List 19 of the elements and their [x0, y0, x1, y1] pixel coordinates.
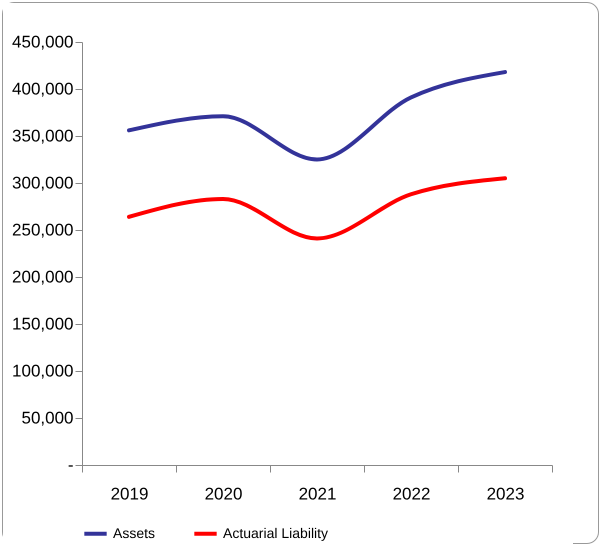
x-tick-label: 2021 — [298, 484, 336, 504]
line-series — [127, 176, 507, 240]
y-tick-label: - — [68, 456, 74, 474]
x-tick-label: 2022 — [392, 484, 430, 504]
x-tick-label: 2019 — [110, 484, 148, 504]
y-tick-label: 450,000 — [12, 32, 74, 52]
legend-label: Assets — [113, 524, 156, 541]
x-tick-label: 2023 — [486, 484, 524, 504]
y-tick-label: 400,000 — [12, 80, 74, 98]
y-tick-label: 50,000 — [22, 408, 74, 428]
y-tick-label: 250,000 — [12, 220, 74, 240]
y-tick-label: 300,000 — [12, 174, 74, 192]
x-tick-label: 2020 — [204, 484, 242, 504]
y-tick-label: 100,000 — [12, 362, 74, 380]
line-series — [127, 70, 507, 162]
y-tick-label: 350,000 — [12, 126, 74, 146]
y-tick-label: 200,000 — [12, 268, 74, 286]
legend-label: Actuarial Liability — [223, 524, 328, 541]
y-tick-label: 150,000 — [12, 314, 74, 334]
